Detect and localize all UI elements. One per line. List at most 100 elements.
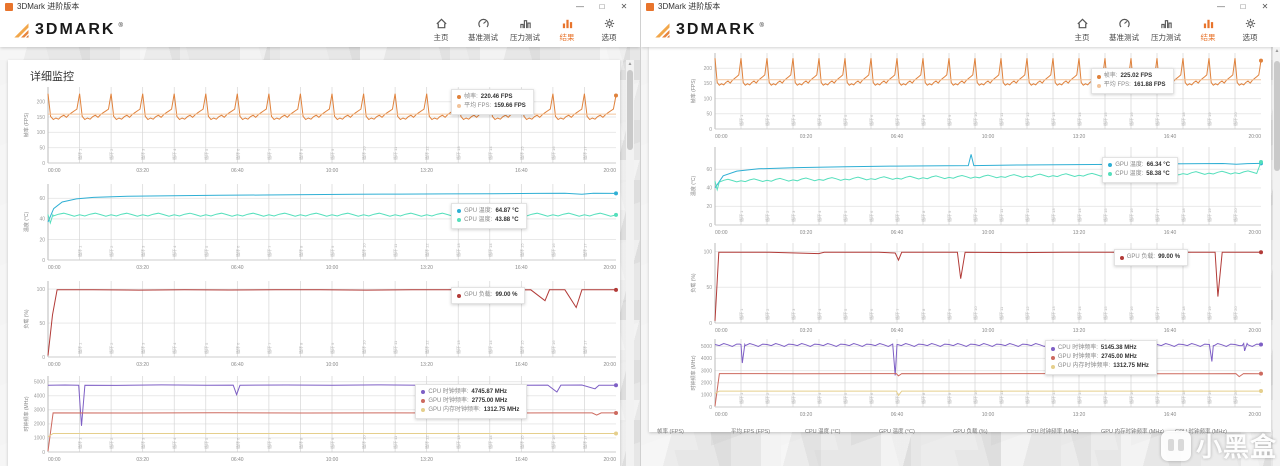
nav-item-home[interactable]: 主页 <box>1061 17 1103 43</box>
temperature-chart-right-legend: GPU 温度: 66.34 °C CPU 温度: 58.38 °C <box>1102 156 1179 183</box>
loop-label: 循环 5 <box>203 437 209 449</box>
loop-label: 循环 13 <box>455 146 461 160</box>
left-3dmark-window: 3DMark 进阶版本 — □ ✕ 3DMARK ® 主页 基准测试 压力测试 结果 选… <box>0 0 640 466</box>
home-icon <box>1061 17 1103 31</box>
x-tick-label: 16:40 <box>515 168 528 174</box>
loop-label: 循环 6 <box>234 245 240 257</box>
nav-item-options[interactable]: 选项 <box>588 17 630 43</box>
nav-item-results[interactable]: 结果 <box>546 17 588 43</box>
loop-label: 循环 4 <box>816 210 822 222</box>
x-tick-label: 16:40 <box>515 362 528 368</box>
x-tick-label: 00:00 <box>48 168 61 174</box>
gpu-load-chart-left-legend: GPU 负载: 99.00 % <box>451 287 526 304</box>
nav-item-label: 主页 <box>1074 33 1090 42</box>
loop-label: 循环 17 <box>581 243 587 257</box>
nav-item-label: 选项 <box>1242 33 1258 42</box>
loop-label: 循环 8 <box>297 245 303 257</box>
close-icon[interactable]: ✕ <box>1261 2 1269 11</box>
legend-entry-value: 1312.75 MHz <box>483 406 520 413</box>
loop-label: 循环 2 <box>764 114 770 126</box>
nav-item-label: 基准测试 <box>1109 33 1139 42</box>
y-tick-label: 60 <box>39 196 45 202</box>
minimize-icon[interactable]: — <box>1217 2 1225 11</box>
minimize-icon[interactable]: — <box>576 2 584 11</box>
nav-item-stress-test[interactable]: 压力测试 <box>504 17 546 43</box>
series-color-legend: 帧率 (FPS) 平均 FPS (FPS) CPU 温度 (°C) GPU 温度 (°… <box>657 420 1249 436</box>
y-axis-label: 温度 (°C) <box>23 212 30 233</box>
fps-line-endpoint-dot <box>614 93 618 98</box>
legend-entry: GPU 温度: 64.87 °C <box>457 207 519 216</box>
gpu-load-chart: 0 50 100 循环 1 循环 2 循环 3 循环 4 循环 5 循环 6 循环 7 循环 8 循环… <box>689 240 1263 334</box>
vertical-scrollbar[interactable]: ▲ <box>626 60 634 466</box>
legend-entry-label: GPU 内存时钟频率: <box>428 406 481 413</box>
x-tick-label: 20:00 <box>603 265 616 271</box>
nav-item-results[interactable]: 结果 <box>1187 17 1229 43</box>
y-tick-label: 150 <box>704 81 713 87</box>
y-tick-label: 50 <box>39 145 45 151</box>
nav-item-benchmark[interactable]: 基准测试 <box>462 17 504 43</box>
legend-entry-label: CPU 时钟频率: <box>428 388 469 395</box>
loop-label: 循环 4 <box>816 114 822 126</box>
loop-label: 循环 3 <box>140 148 146 160</box>
scroll-up-icon[interactable]: ▲ <box>1274 48 1280 54</box>
y-tick-label: 0 <box>42 258 45 264</box>
nav-item-home[interactable]: 主页 <box>420 17 462 43</box>
loop-label: 循环 9 <box>329 245 335 257</box>
y-axis-label: 时钟频率 (MHz) <box>690 355 697 390</box>
loop-label: 循环 13 <box>1050 112 1056 126</box>
loop-label: 循环 12 <box>424 435 430 449</box>
scroll-up-icon[interactable]: ▲ <box>627 61 633 67</box>
loop-label: 循环 16 <box>1128 306 1134 320</box>
nav-item-label: 结果 <box>559 33 575 42</box>
loop-label: 循环 15 <box>1102 390 1108 404</box>
loop-label: 循环 5 <box>203 245 209 257</box>
x-tick-label: 16:40 <box>1164 412 1177 418</box>
fps-chart: 0 50 100 150 200 循环 1 循环 2 循环 3 循环 4 循环 5 循环 6 循环 7… <box>22 84 618 174</box>
loop-label: 循环 17 <box>1154 112 1160 126</box>
loop-label: 循环 6 <box>234 437 240 449</box>
scroll-thumb[interactable] <box>1274 61 1280 171</box>
x-tick-label: 03:20 <box>800 328 813 334</box>
clock-chart-left-legend: CPU 时钟频率: 4745.87 MHz GPU 时钟频率: 2775.00 MHz… <box>415 383 528 419</box>
y-tick-label: 50 <box>39 321 45 327</box>
vertical-scrollbar[interactable]: ▲ <box>1273 47 1280 466</box>
y-tick-label: 100 <box>37 287 46 293</box>
x-tick-label: 00:00 <box>715 328 728 334</box>
nav-bar: 3DMARK ® 主页 基准测试 压力测试 结果 选项 <box>641 13 1280 47</box>
legend-entry-label: 帧率: <box>1103 73 1118 79</box>
x-tick-label: 03:20 <box>800 134 813 140</box>
legend-entry: GPU 时钟频率: 2775.00 MHz <box>421 397 519 406</box>
gpu-load-line-endpoint-dot <box>614 287 618 292</box>
y-tick-label: 1000 <box>34 436 45 442</box>
loop-label: 循环 11 <box>392 146 398 160</box>
clock-chart-right-canvas: 0 1000 2000 3000 4000 5000 循环 1 循环 2 循环 3 循环 4 循环 … <box>690 339 1263 418</box>
loop-label: 循环 3 <box>140 245 146 257</box>
loop-label: 循环 9 <box>946 114 952 126</box>
nav-item-options[interactable]: 选项 <box>1229 17 1271 43</box>
window-controls: — □ ✕ <box>569 0 635 13</box>
loop-label: 循环 8 <box>920 308 926 320</box>
close-icon[interactable]: ✕ <box>620 2 628 11</box>
loop-label: 循环 8 <box>920 210 926 222</box>
nav-item-benchmark[interactable]: 基准测试 <box>1103 17 1145 43</box>
maximize-icon[interactable]: □ <box>1240 2 1246 11</box>
loop-label: 循环 2 <box>764 308 770 320</box>
x-tick-label: 10:00 <box>982 230 995 236</box>
y-tick-label: 50 <box>706 112 712 118</box>
y-tick-label: 2000 <box>701 381 712 387</box>
legend-entry-value: 1312.75 MHz <box>1113 363 1149 370</box>
cpu-temp-line <box>714 161 1262 192</box>
loop-label: 循环 4 <box>171 245 177 257</box>
legend-entry: CPU 时钟频率: 5145.38 MHz <box>1050 344 1149 353</box>
loop-label: 循环 4 <box>171 437 177 449</box>
nav-item-stress-test[interactable]: 压力测试 <box>1145 17 1187 43</box>
gpu-load-line <box>47 289 616 356</box>
x-tick-label: 16:40 <box>515 265 528 271</box>
scroll-thumb[interactable] <box>627 70 633 150</box>
x-tick-label: 10:00 <box>326 362 339 368</box>
loop-label: 循环 17 <box>1154 390 1160 404</box>
maximize-icon[interactable]: □ <box>599 2 605 11</box>
loop-label: 循环 12 <box>1024 208 1030 222</box>
loop-label: 循环 4 <box>816 308 822 320</box>
gpu-mem-clock-line <box>47 433 616 438</box>
